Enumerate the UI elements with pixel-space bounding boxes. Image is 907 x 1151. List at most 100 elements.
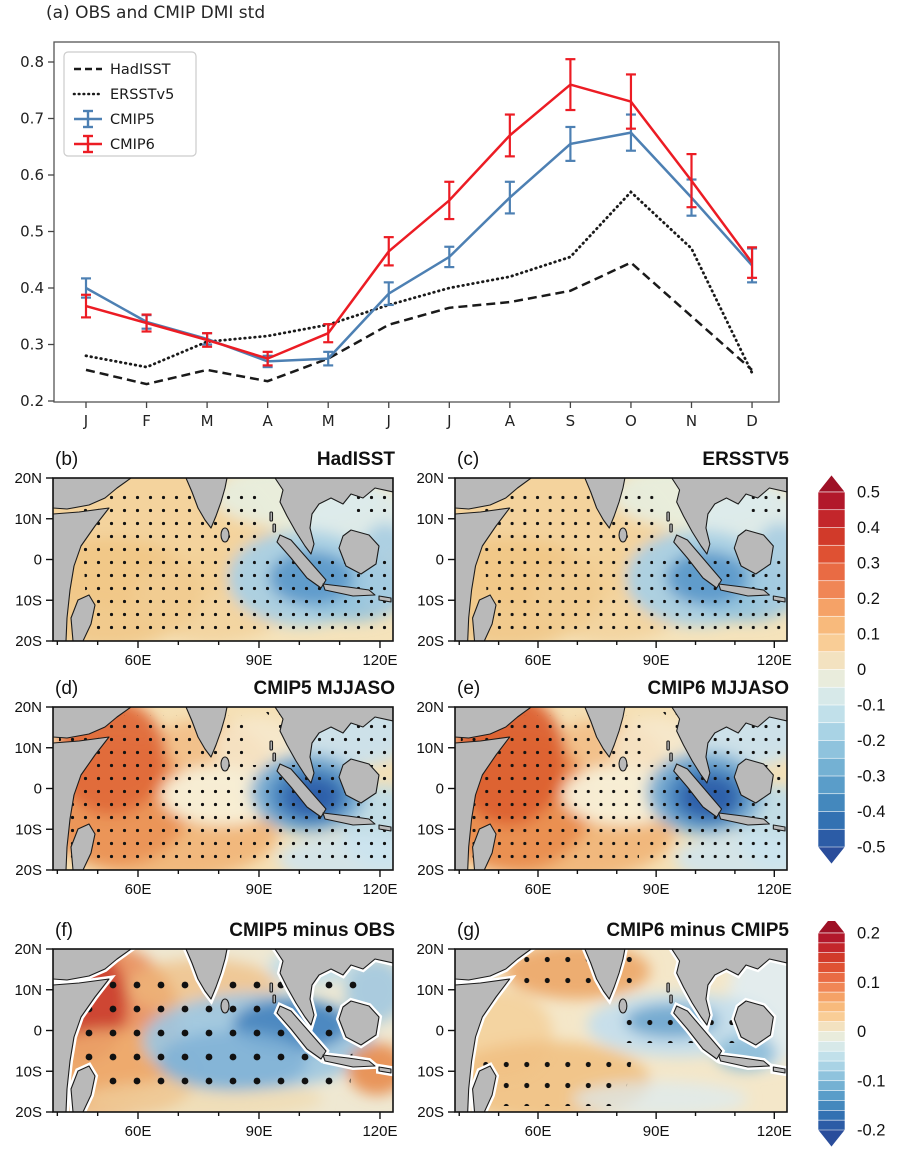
svg-text:60E: 60E	[525, 652, 552, 669]
land	[455, 478, 787, 641]
svg-text:0: 0	[34, 552, 42, 569]
panel-title-d: CMIP5 MJJASO	[253, 678, 395, 699]
lon-axis: 60E 90E 120E	[56, 641, 398, 669]
svg-text:0.7: 0.7	[20, 110, 44, 128]
svg-text:0: 0	[857, 1023, 866, 1041]
svg-text:10N: 10N	[14, 982, 42, 999]
svg-text:60E: 60E	[125, 881, 152, 898]
svg-text:120E: 120E	[757, 652, 792, 669]
svg-text:A: A	[505, 412, 516, 430]
svg-text:10N: 10N	[416, 982, 444, 999]
map-art	[455, 478, 787, 641]
arrow-up	[817, 474, 846, 493]
map-canvas-d: 20N 10N 0 10S 20S 60E 90E 120E	[14, 699, 397, 898]
svg-text:0.3: 0.3	[20, 336, 44, 354]
svg-text:10S: 10S	[417, 1063, 444, 1080]
svg-text:10N: 10N	[14, 511, 42, 528]
svg-text:-0.1: -0.1	[857, 1072, 885, 1090]
land	[53, 707, 393, 870]
svg-text:0.8: 0.8	[20, 53, 44, 71]
svg-text:J: J	[446, 412, 451, 430]
panel-title-f: CMIP5 minus OBS	[229, 920, 395, 941]
panel-a-chart: 0.2 0.3 0.4 0.5 0.6 0.7 0.8 J F M A M J J A S O N D HadISST…	[20, 41, 780, 430]
svg-text:D: D	[746, 412, 758, 430]
svg-text:20S: 20S	[417, 633, 444, 650]
lon-axis: 60E 90E 120E	[458, 641, 792, 669]
svg-text:-0.2: -0.2	[857, 1122, 885, 1140]
svg-text:90E: 90E	[643, 881, 670, 898]
svg-text:0: 0	[34, 1023, 42, 1040]
svg-text:20N: 20N	[14, 470, 42, 487]
land	[455, 949, 787, 1112]
svg-text:10S: 10S	[15, 1063, 42, 1080]
svg-text:20S: 20S	[15, 862, 42, 879]
svg-text:M: M	[322, 412, 335, 430]
panel-title-b: HadISST	[316, 449, 395, 470]
legend-label-ERSSTv5: ERSSTv5	[110, 87, 174, 103]
colorbar-2: 0.2 0.1 0 -0.1 -0.2	[817, 921, 885, 1148]
svg-text:10S: 10S	[15, 821, 42, 838]
svg-text:60E: 60E	[525, 881, 552, 898]
stipple-dots	[460, 711, 784, 863]
map-panel-e: (e) CMIP6 MJJASO 20N 10N 0 10S 20S 60E 90E 120E	[416, 678, 791, 898]
lat-axis: 20N 10N 0 10S 20S	[416, 941, 455, 1121]
map-art	[455, 707, 787, 870]
plot-frame	[53, 41, 780, 403]
panel-letter-e: (e)	[457, 678, 481, 699]
svg-text:120E: 120E	[757, 1123, 792, 1140]
svg-text:-0.1: -0.1	[857, 697, 885, 715]
svg-text:20S: 20S	[15, 633, 42, 650]
svg-text:0.1: 0.1	[857, 626, 880, 644]
stipple-dots	[63, 965, 359, 1101]
map-panel-d: (d) CMIP5 MJJASO 20N 10N 0 10S 20S 60E 90E 120E	[14, 678, 397, 898]
cmip6-errorbars	[81, 58, 758, 367]
svg-text:10S: 10S	[417, 821, 444, 838]
svg-text:N: N	[686, 412, 697, 430]
svg-text:0.3: 0.3	[857, 555, 880, 573]
legend-label-CMIP5: CMIP5	[110, 112, 155, 128]
map-panel-f: (f) CMIP5 minus OBS 20N 10N 0 10S 20S 60E 90E 1…	[14, 920, 397, 1140]
cmip6-line	[85, 83, 754, 360]
svg-text:20S: 20S	[15, 1104, 42, 1121]
map-art	[53, 949, 393, 1112]
ersstv5-line	[84, 190, 754, 375]
map-canvas-g: 20N 10N 0 10S 20S 60E 90E 120E	[416, 941, 792, 1140]
svg-text:0: 0	[436, 781, 444, 798]
svg-text:-0.3: -0.3	[857, 768, 885, 786]
panel-title-c: ERSSTV5	[702, 449, 789, 470]
lat-axis: 20N 10N 0 10S 20S	[416, 470, 455, 650]
svg-text:60E: 60E	[525, 1123, 552, 1140]
panel-letter-c: (c)	[457, 449, 480, 470]
legend-label-CMIP6: CMIP6	[110, 137, 155, 153]
svg-text:20N: 20N	[14, 941, 42, 958]
svg-text:20N: 20N	[14, 699, 42, 716]
svg-text:A: A	[263, 412, 274, 430]
svg-text:60E: 60E	[125, 652, 152, 669]
map-art	[53, 707, 393, 870]
map-art	[53, 478, 393, 641]
map-panel-g: (g) CMIP6 minus CMIP5 20N 10N 0 10S 20S 60E 90…	[416, 920, 791, 1140]
panel-title-e: CMIP6 MJJASO	[647, 678, 789, 699]
svg-text:120E: 120E	[362, 1123, 397, 1140]
svg-text:S: S	[566, 412, 576, 430]
svg-text:0.5: 0.5	[857, 484, 880, 502]
colorbar-1: 0.5 0.4 0.3 0.2 0.1 0 -0.1 -0.2 -0.3 -0.4 -0.5	[817, 474, 885, 865]
svg-text:120E: 120E	[757, 881, 792, 898]
svg-text:20N: 20N	[416, 699, 444, 716]
svg-text:90E: 90E	[643, 1123, 670, 1140]
arrow-down	[817, 846, 846, 865]
map-canvas-c: 20N 10N 0 10S 20S 60E 90E 120E	[416, 470, 792, 669]
svg-text:20N: 20N	[416, 470, 444, 487]
svg-text:10N: 10N	[416, 740, 444, 757]
svg-text:0: 0	[857, 661, 866, 679]
y-axis: 0.2 0.3 0.4 0.5 0.6 0.7 0.8	[20, 53, 54, 410]
panel-title-g: CMIP6 minus CMIP5	[606, 920, 789, 941]
svg-text:120E: 120E	[362, 881, 397, 898]
svg-text:0.6: 0.6	[20, 166, 44, 184]
map-canvas-b: 20N 10N 0 10S 20S 60E 90E 120E	[14, 470, 398, 669]
stipple-dots	[81, 486, 389, 634]
hadisst-line	[85, 261, 753, 386]
svg-text:0.4: 0.4	[20, 279, 44, 297]
